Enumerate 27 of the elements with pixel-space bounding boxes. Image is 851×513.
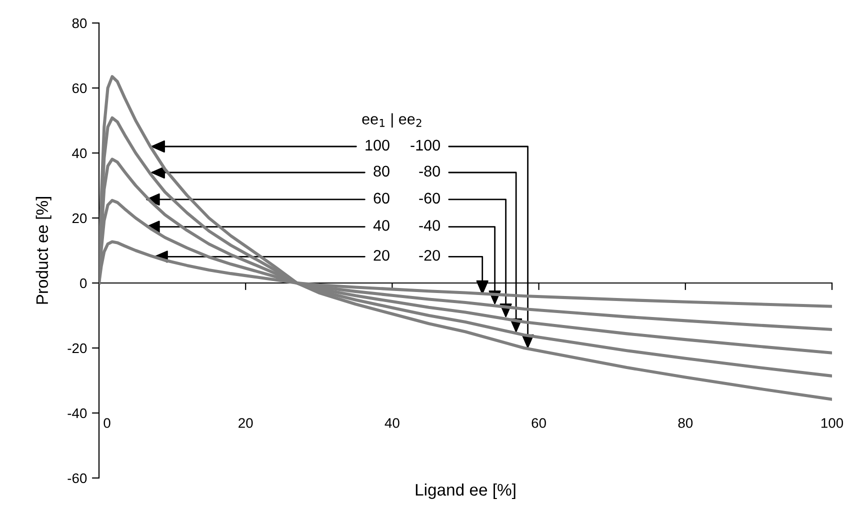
annotation: ee$_{1}$ | ee$_{2}$ [362, 113, 422, 128]
annotation: -40 [419, 220, 440, 231]
annotation: 100 [366, 140, 390, 151]
x-tick-label: 80 [678, 418, 693, 428]
x-tick-label: 20 [238, 418, 253, 428]
x-tick-label: 40 [384, 418, 400, 428]
y-tick-label: 60 [72, 83, 87, 94]
annotation: 40 [373, 220, 390, 231]
x-tick-label: 0 [104, 418, 110, 428]
y-tick-label: -40 [68, 408, 87, 418]
x-axis-title: Ligand ee [%] [416, 483, 516, 499]
y-tick-label: 40 [72, 148, 87, 158]
annotation: -80 [419, 166, 440, 177]
y-axis-title: Product ee [%] [36, 197, 52, 304]
annotation: 20 [374, 250, 390, 261]
y-tick-label: 80 [72, 18, 87, 28]
annotation: -60 [419, 192, 440, 204]
annotation: -100 [410, 140, 440, 151]
y-tick-label: 20 [72, 213, 87, 224]
annotation: 60 [374, 192, 390, 204]
annotation: 80 [374, 166, 390, 177]
y-tick-label: -20 [68, 343, 87, 354]
y-tick-label: 0 [80, 278, 87, 288]
y-tick-label: -60 [68, 473, 87, 484]
x-tick-label: 60 [532, 418, 546, 428]
x-tick-label: 100 [821, 418, 844, 428]
annotation: -20 [419, 250, 440, 261]
